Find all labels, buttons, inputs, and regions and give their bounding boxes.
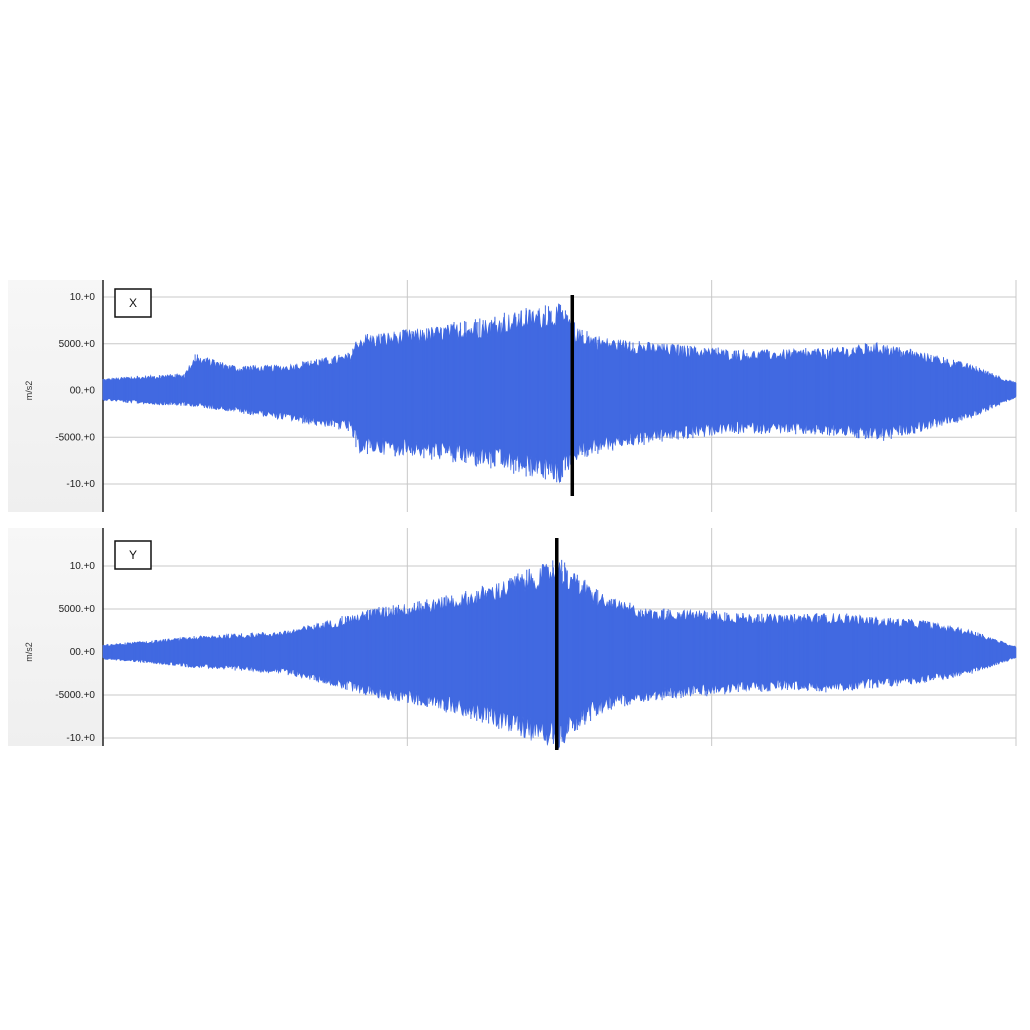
chart-panel-x: 10.+0 5000.+0 00.+0 -5000.+0 -10.+0 m/s2 X bbox=[8, 280, 1020, 512]
y-tick-label: 00.+0 bbox=[70, 386, 96, 397]
channel-label: X bbox=[129, 296, 137, 310]
y-tick-label: -10.+0 bbox=[66, 479, 95, 490]
y-axis-gutter bbox=[8, 280, 103, 512]
y-tick-label: 5000.+0 bbox=[59, 604, 96, 615]
y-tick-label: 00.+0 bbox=[70, 647, 96, 658]
y-tick-label: 10.+0 bbox=[70, 561, 96, 572]
waveform-series bbox=[102, 562, 1017, 750]
channel-label: Y bbox=[129, 548, 137, 562]
y-axis-gutter bbox=[8, 528, 103, 746]
chart-x: 10.+0 5000.+0 00.+0 -5000.+0 -10.+0 m/s2 X bbox=[24, 280, 1017, 512]
channel-label-box bbox=[114, 540, 152, 570]
waveform-series bbox=[102, 303, 1017, 484]
y-tick-label: 5000.+0 bbox=[59, 339, 96, 350]
chart-panel-y: 10.+0 5000.+0 00.+0 -5000.+0 -10.+0 m/s2 Y bbox=[8, 528, 1020, 750]
y-tick-label: -5000.+0 bbox=[55, 690, 95, 701]
y-axis-label: m/s2 bbox=[24, 381, 34, 401]
y-tick-label: -10.+0 bbox=[66, 733, 95, 744]
chart-y: 10.+0 5000.+0 00.+0 -5000.+0 -10.+0 m/s2 Y bbox=[24, 528, 1017, 750]
y-tick-label: -5000.+0 bbox=[55, 432, 95, 443]
y-tick-label: 10.+0 bbox=[70, 292, 96, 303]
y-axis-label: m/s2 bbox=[24, 642, 34, 662]
channel-label-box bbox=[114, 288, 152, 318]
